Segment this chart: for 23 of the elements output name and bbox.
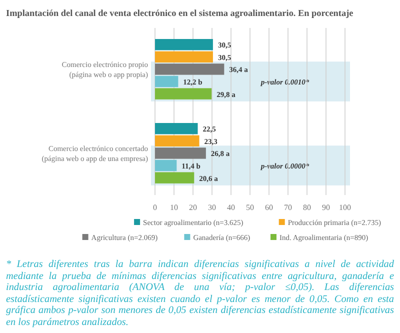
x-tick-label: 50 (246, 203, 254, 212)
x-tick-label: 20 (189, 203, 197, 212)
x-tick-label: 60 (265, 203, 273, 212)
bar (155, 135, 200, 146)
bar (155, 172, 194, 184)
x-tick-label: 70 (284, 203, 292, 212)
bar (155, 51, 213, 62)
x-tick-label: 30 (208, 203, 216, 212)
bar (155, 64, 224, 75)
x-tick-label: 40 (227, 203, 235, 212)
bar (155, 39, 213, 50)
chart-title: Implantación del canal de venta electrónico en el sistema agroalimentario. En porcentaje (6, 8, 354, 19)
bar (155, 160, 177, 172)
bar (155, 88, 212, 100)
x-tick-label: 90 (322, 203, 330, 212)
x-tick-label: 80 (303, 203, 311, 212)
x-tick-label: 10 (170, 203, 178, 212)
text: * Letras diferentes tras la barra indican diferencias significativas a nivel de actividad mediante la prueba de mínimas diferencias significativas entre agricultura, ganadería e industria agroalimentaria (ANOVA de una vía; p-valor ≤0,05). Las diferencias estadísticamente significativas existen cuando el p-valor es menor de 0,05. Como en esta gráfica ambos p-valor son menores de 0,05 existen diferencias estadísticamente significativas en los parámetros analizados. (6, 259, 394, 328)
x-tick-label: 0 (153, 203, 157, 212)
bar (155, 123, 198, 134)
bar (155, 148, 206, 159)
x-tick-label: 100 (339, 203, 351, 212)
bar (155, 76, 178, 88)
